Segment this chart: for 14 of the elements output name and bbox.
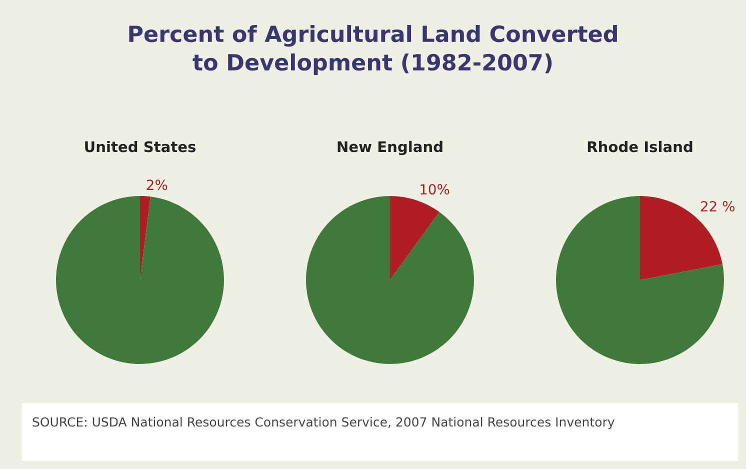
pie-slice [390,196,440,280]
pie-slice [640,196,723,280]
pie-slice [56,196,224,364]
text: Percent of Agricultural Land Converted to Development (1982-2007) [129,25,617,75]
data-label: 2% [146,180,168,190]
chart-subtitle: Rhode Island [588,140,692,152]
source-note: SOURCE: USDA National Resources Conservation Service, 2007 National Resources Inventory [32,417,614,430]
pie-slice [140,196,151,280]
chart-subtitle: United States [85,140,196,152]
pie-slice [306,196,474,364]
chart-subtitle: New England [338,140,442,156]
data-label: 22 % [700,201,734,212]
pie-slice [556,196,724,364]
data-label: 10% [420,184,450,195]
